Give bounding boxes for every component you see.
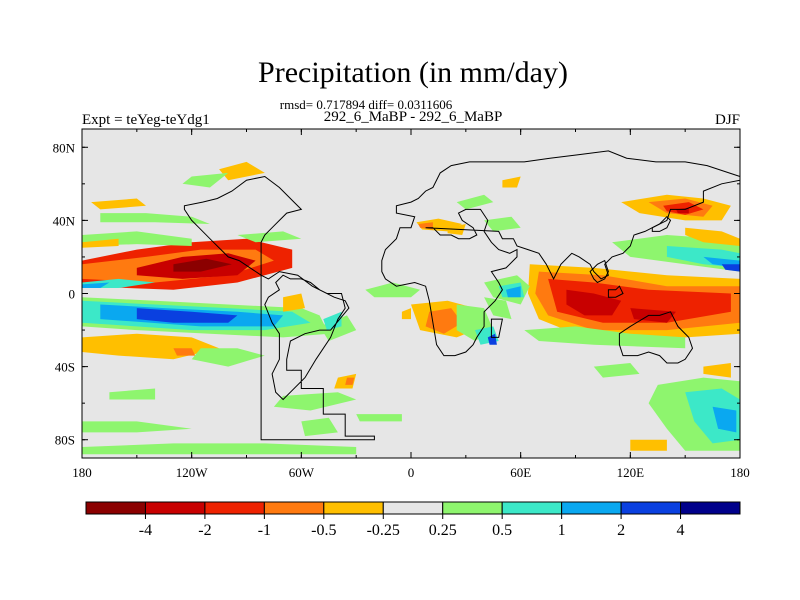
colorbar-swatch [85, 501, 146, 515]
coastline-afro-eurasia [381, 150, 741, 357]
anomaly-region-n-pacific-wet-8 [237, 231, 302, 243]
anomaly-region-n-pacific-dry-9 [91, 198, 146, 210]
y-tick-label: 80N [53, 140, 76, 155]
colorbar-swatch [442, 501, 503, 515]
anomaly-region-se-pacific-mix-67 [703, 363, 731, 378]
anomaly-region-se-pacific-mix-69 [630, 439, 667, 451]
colorbar-swatch [680, 501, 741, 515]
colorbar-swatch [501, 501, 563, 515]
season-label: DJF [715, 112, 740, 128]
y-tick-label: 40S [55, 360, 75, 375]
anomaly-region-n-pacific-wet-7 [100, 213, 210, 224]
chart-title: Precipitation (in mm/day) [258, 56, 568, 89]
x-tick-label: 60W [289, 465, 315, 480]
anomaly-region-med-dry2-44 [502, 176, 521, 188]
anomaly-region-s-pacific-wet2-22 [109, 388, 156, 400]
y-tick-label: 80S [55, 433, 75, 448]
anomaly-region-s-pacific-wet2-24 [82, 443, 357, 455]
anomaly-region-se-pacific-mix-66 [712, 406, 737, 433]
coastline-indochina [589, 259, 609, 284]
experiment-label: Expt = teYeg-teYdg1 [82, 112, 210, 128]
anomaly-region-indian-ocean-wet-53 [506, 286, 521, 298]
coastline-americas [183, 175, 375, 441]
anomaly-region-s-pacific-wet2-23 [82, 421, 192, 433]
x-tick-label: 120W [176, 465, 209, 480]
colorbar-label: 2 [617, 522, 625, 539]
anomaly-region-w-pacific-wet-58 [721, 264, 740, 272]
anomaly-region-n-pacific-wet-6 [82, 282, 110, 288]
anomaly-region-s-pacific-wet2-28 [319, 315, 357, 341]
colorbar-swatch [382, 501, 444, 515]
anomaly-region-s-pacific-dry-19 [283, 293, 305, 312]
anomaly-region-n-pacific-dry-12 [182, 172, 229, 188]
continent-outlines [183, 150, 741, 441]
y-axis: 80N 40N 0 40S 80S [53, 140, 740, 448]
colorbar-swatch [204, 501, 265, 515]
anomaly-region-trop-atl-dry-33 [401, 308, 411, 320]
anomaly-region-africa-mix-39 [484, 297, 512, 320]
coastline-japan [651, 215, 672, 232]
anomaly-region-s-pacific-wet2-26 [301, 417, 338, 437]
x-axis: 180 120W 60W 0 60E 120E 180 [72, 129, 750, 480]
colorbar-swatch [561, 501, 622, 515]
colorbar: -4 -2 -1 -0.5 -0.25 0.25 0.5 1 2 4 [85, 501, 741, 539]
y-tick-label: 40N [53, 213, 76, 228]
colorbar-swatch [263, 501, 325, 515]
coastline-borneo [607, 285, 624, 298]
anomaly-region-s-atl-dry-31 [345, 377, 355, 385]
x-tick-label: 120E [617, 465, 645, 480]
anomaly-fills [82, 161, 740, 455]
anomaly-region-se-pacific-mix-68 [593, 363, 640, 378]
colorbar-label: -1 [258, 522, 271, 539]
map-panel: 180 120W 60W 0 60E 120E 180 80N 40N 0 40S 80S [53, 128, 750, 480]
colorbar-label: -4 [139, 522, 152, 539]
stats-label: rmsd= 0.717894 diff= 0.0311606 [280, 97, 453, 112]
anomaly-region-n-pacific-core-3 [173, 258, 232, 272]
colorbar-label: -2 [198, 522, 211, 539]
anomaly-region-med-wet-42 [456, 194, 494, 210]
x-tick-label: 60E [510, 465, 531, 480]
anomaly-region-s-pacific-wet-16 [136, 308, 238, 323]
anomaly-region-s-pacific-wet2-29 [323, 311, 342, 331]
anomaly-region-africa-mix-35 [425, 308, 463, 334]
colorbar-swatch [323, 501, 384, 515]
anomaly-region-n-pacific-dry-10 [219, 161, 265, 181]
x-tick-label: 180 [72, 465, 92, 480]
colorbar-label: 0.5 [492, 522, 512, 539]
colorbar-swatch [620, 501, 682, 515]
colorbar-label: 1 [558, 522, 566, 539]
coastline-australia [618, 311, 694, 364]
anomaly-region-med-wet-43 [484, 216, 521, 232]
x-tick-label: 0 [408, 465, 415, 480]
anomaly-region-s-pacific-wet2-25 [273, 392, 357, 411]
anomaly-region-africa-mix-38 [487, 333, 497, 345]
colorbar-swatch [144, 501, 206, 515]
colorbar-label: 4 [677, 522, 685, 539]
colorbar-label: 0.25 [429, 522, 457, 539]
anomaly-region-indian-ocean-wet-54 [524, 326, 686, 349]
anomaly-region-s-pacific-dry-20 [173, 348, 196, 356]
anomaly-region-trop-atl-wet-32 [365, 282, 421, 298]
coastline-madagascar [490, 318, 504, 338]
colorbar-label: -0.25 [367, 522, 400, 539]
x-tick-label: 180 [730, 465, 750, 480]
y-tick-label: 0 [69, 287, 76, 302]
anomaly-region-s-pacific-wet2-27 [356, 414, 402, 422]
anomaly-region-w-pacific-dry-63 [685, 227, 740, 246]
anomaly-region-s-pacific-wet2-21 [191, 348, 265, 367]
case-label: 292_6_MaBP - 292_6_MaBP [324, 109, 503, 125]
anomaly-region-indian-ocean-dry-49 [566, 289, 622, 316]
anomaly-region-n-pacific-dry-11 [82, 238, 119, 248]
colorbar-label: -0.5 [311, 522, 336, 539]
